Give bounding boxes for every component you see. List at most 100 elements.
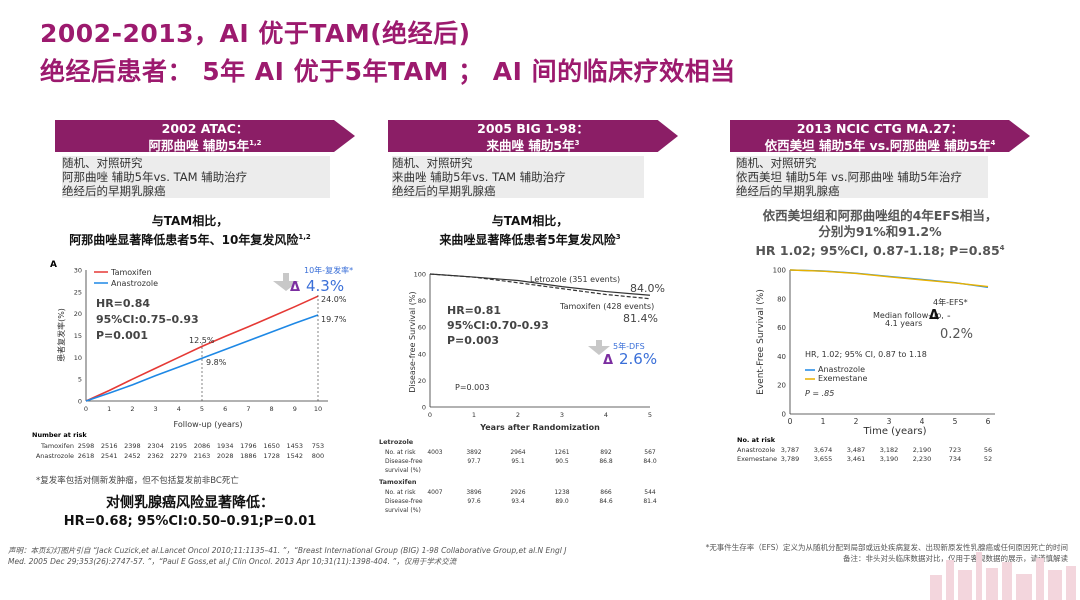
risk-row-label: Disease-free [385, 498, 423, 505]
x-tick-label: 5 [200, 405, 204, 413]
atac-chart: A 0 5 10 15 20 25 30 0 1 2 3 4 5 6 7 8 9 10 患者复发率(%) Fol… [28, 255, 368, 465]
risk-group-name: Tamoxifen [379, 478, 417, 486]
risk-value: 2163 [194, 452, 211, 460]
risk-value: 723 [949, 446, 961, 454]
risk-value: 2618 [78, 452, 95, 460]
y-tick-label: 20 [74, 310, 82, 318]
x-tick-label: 0 [84, 405, 88, 413]
x-tick-label: 9 [293, 405, 297, 413]
x-tick-label: 6 [223, 405, 227, 413]
ncic-finding-line1: 依西美坦组和阿那曲唑组的4年EFS相当， [762, 208, 998, 223]
risk-value: 3,487 [847, 446, 866, 454]
atac-finding-line1: 与TAM相比， [151, 214, 229, 228]
risk-value: 3,655 [814, 455, 833, 463]
x-tick-label: 0 [788, 417, 793, 426]
risk-value: 2452 [124, 452, 141, 460]
letrozole-label: Letrozole (351 events) [530, 275, 620, 284]
risk-value: 892 [600, 449, 612, 456]
big-finding: 与TAM相比， 来曲唑显著降低患者5年复发风险3 [380, 213, 680, 248]
risk-value: 1261 [554, 449, 569, 456]
footnote-right: *无事件生存率（EFS）定义为从随机分配到局部或远处疾病复发、出现新原发性乳腺癌… [668, 542, 1068, 564]
ana-5y-label: 9.8% [206, 358, 227, 367]
p-text: P = .85 [805, 389, 834, 398]
risk-value: 753 [312, 442, 324, 450]
x-tick-label: 7 [246, 405, 250, 413]
risk-value: 2086 [194, 442, 211, 450]
tam-5y-label: 12.5% [189, 336, 215, 345]
risk-row-label: Anastrozole [36, 452, 74, 460]
risk-value: 2362 [147, 452, 164, 460]
risk-value: 56 [984, 446, 992, 454]
big-desc-line: 绝经后的早期乳腺癌 [392, 184, 496, 198]
ncic-finding-line3: HR 1.02; 95%CI, 0.87-1.18; P=0.854 [755, 243, 1005, 259]
atac-desc-line: 阿那曲唑 辅助5年vs. TAM 辅助治疗 [62, 170, 248, 184]
risk-value: 3,182 [880, 446, 899, 454]
legend-exemestane: Exemestane [818, 374, 867, 383]
panel-label: A [50, 260, 57, 270]
p-text: P=0.003 [447, 334, 499, 347]
risk-value: 93.4 [511, 498, 525, 505]
hr-text: HR=0.81 [447, 304, 501, 317]
big-banner-line2: 来曲唑 辅助5年3 [486, 138, 580, 154]
risk-value: 3,190 [880, 455, 899, 463]
atac-desc-line: 绝经后的早期乳腺癌 [62, 184, 166, 198]
risk-value: 95.1 [511, 458, 525, 465]
x-tick-label: 4 [177, 405, 181, 413]
risk-value: 2598 [78, 442, 95, 450]
risk-value: 1238 [554, 489, 569, 496]
ncic-banner-line1: 2013 NCIC CTG MA.27： [796, 121, 964, 136]
atac-banner: 2002 ATAC： 阿那曲唑 辅助5年1,2 [55, 120, 355, 152]
risk-value: 1542 [287, 452, 304, 460]
risk-value: 1453 [287, 442, 304, 450]
legend-tamoxifen: Tamoxifen [110, 268, 152, 277]
x-tick-label: 10 [314, 405, 322, 413]
risk-value: 97.6 [467, 498, 481, 505]
atac-banner-line2: 阿那曲唑 辅助5年1,2 [148, 138, 262, 154]
risk-value: 4007 [427, 489, 442, 496]
risk-header: No. at risk [737, 436, 776, 444]
risk-value: 567 [644, 449, 656, 456]
x-axis-label: Time (years) [863, 426, 927, 437]
risk-value: 1934 [217, 442, 234, 450]
tam-value: 81.4% [623, 312, 658, 325]
down-arrow-icon [273, 273, 299, 291]
ncic-finding-line2: 分别为91%和91.2% [818, 224, 942, 239]
x-tick-label: 3 [887, 417, 892, 426]
x-tick-label: 2 [854, 417, 859, 426]
y-axis-label: 患者复发率(%) [56, 308, 66, 362]
risk-value: 2279 [171, 452, 188, 460]
risk-value: 2,190 [913, 446, 932, 454]
y-tick-label: 20 [777, 382, 786, 390]
x-tick-label: 6 [986, 417, 991, 426]
risk-value: 2516 [101, 442, 118, 450]
risk-value: 2304 [147, 442, 164, 450]
exemestane-curve [789, 269, 989, 288]
efs-dash: - [947, 311, 951, 322]
risk-value: 1650 [263, 442, 280, 450]
risk-value: 97.7 [467, 458, 481, 465]
footnote-right-line2: 备注：非头对头临床数据对比，仅用于客观数据的展示，请谨慎解读 [843, 554, 1068, 563]
page-title-line2: 绝经后患者： 5年 AI 优于5年TAM ； AI 间的临床疗效相当 [40, 57, 736, 86]
efs-label: 4年-EFS* [933, 297, 968, 307]
risk-value: 89.0 [555, 498, 569, 505]
y-tick-label: 100 [773, 267, 786, 275]
atac-desc-line: 随机、对照研究 [62, 156, 143, 170]
hr-text: HR=0.84 [96, 297, 150, 310]
risk-value: 84.6 [599, 498, 613, 505]
let-value: 84.0% [630, 282, 665, 295]
ncic-desc-line: 随机、对照研究 [736, 156, 817, 170]
risk-value: 3,787 [781, 446, 800, 454]
risk-value: 86.8 [599, 458, 613, 465]
risk-value: 3896 [466, 489, 481, 496]
y-axis-label: Disease-free Survival (%) [408, 291, 417, 392]
x-tick-label: 4 [920, 417, 925, 426]
hr-text: HR, 1.02; 95% CI, 0.87 to 1.18 [805, 350, 927, 359]
risk-value: 3892 [466, 449, 481, 456]
delta-label: 10年-复发率* [304, 265, 353, 275]
risk-value: 2,230 [913, 455, 932, 463]
risk-value: 52 [984, 455, 992, 463]
atac-finding-line2: 阿那曲唑显著降低患者5年、10年复发风险1,2 [69, 233, 311, 247]
risk-value: 2541 [101, 452, 118, 460]
y-tick-label: 40 [777, 353, 786, 361]
big-banner: 2005 BIG 1-98： 来曲唑 辅助5年3 [388, 120, 678, 152]
